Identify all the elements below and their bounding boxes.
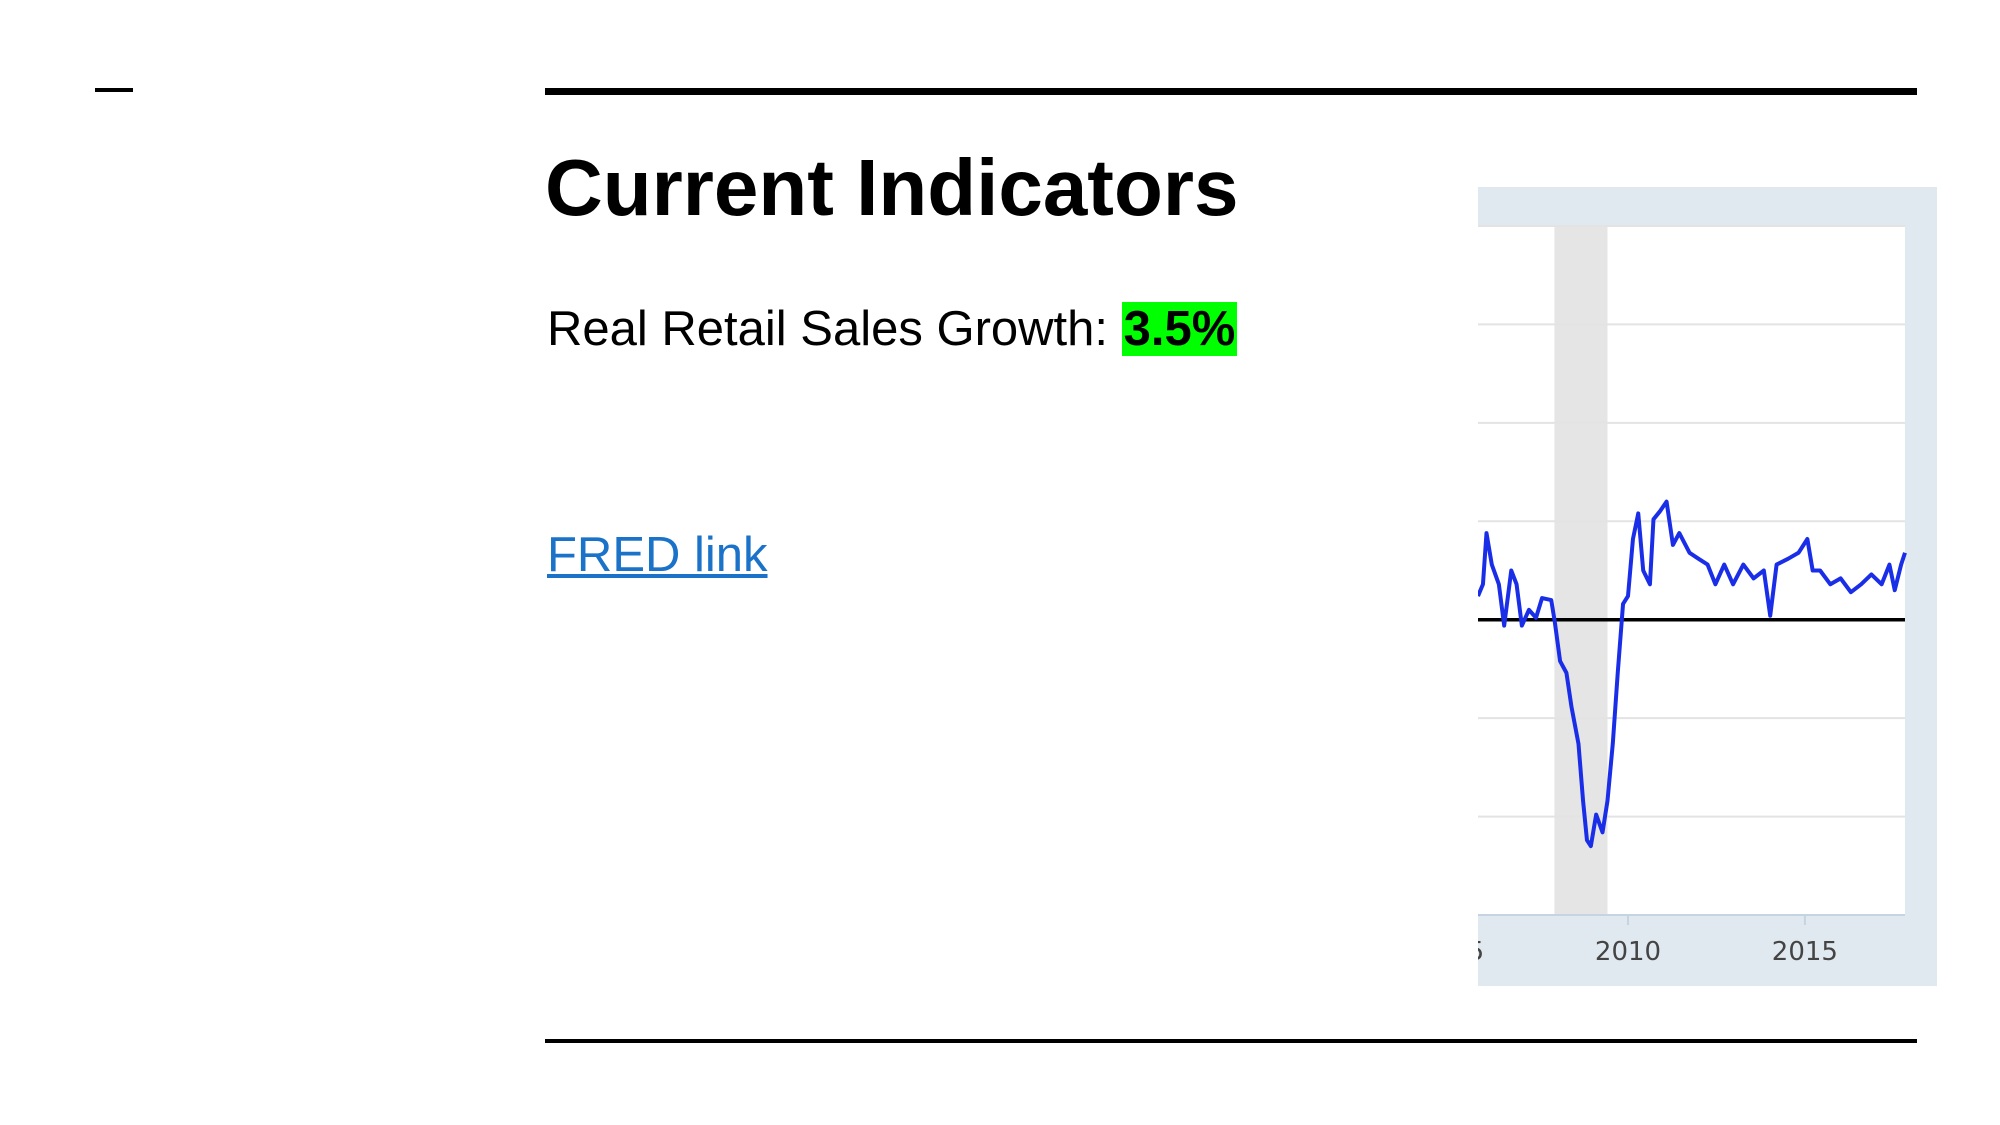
top-rule [545, 88, 1917, 95]
indicator-value: 3.5% [1121, 302, 1238, 356]
corner-dash [95, 88, 133, 92]
data-line [1478, 499, 1907, 849]
fred-link[interactable]: FRED link [547, 528, 768, 582]
bottom-rule [545, 1039, 1917, 1043]
indicator: Real Retail Sales Growth: 3.5% [547, 300, 1238, 359]
x-tick-label: 2015 [1772, 937, 1838, 967]
indicator-label: Real Retail Sales Growth: [547, 302, 1109, 356]
x-tick-label: 2005 [1478, 937, 1484, 967]
slide-title: Current Indicators [545, 143, 1239, 232]
recession-band [1554, 226, 1608, 915]
x-tick-label: 2010 [1595, 937, 1661, 967]
chart: 2005 2010 2015 [1478, 187, 1937, 986]
plot-area [1478, 226, 1905, 915]
